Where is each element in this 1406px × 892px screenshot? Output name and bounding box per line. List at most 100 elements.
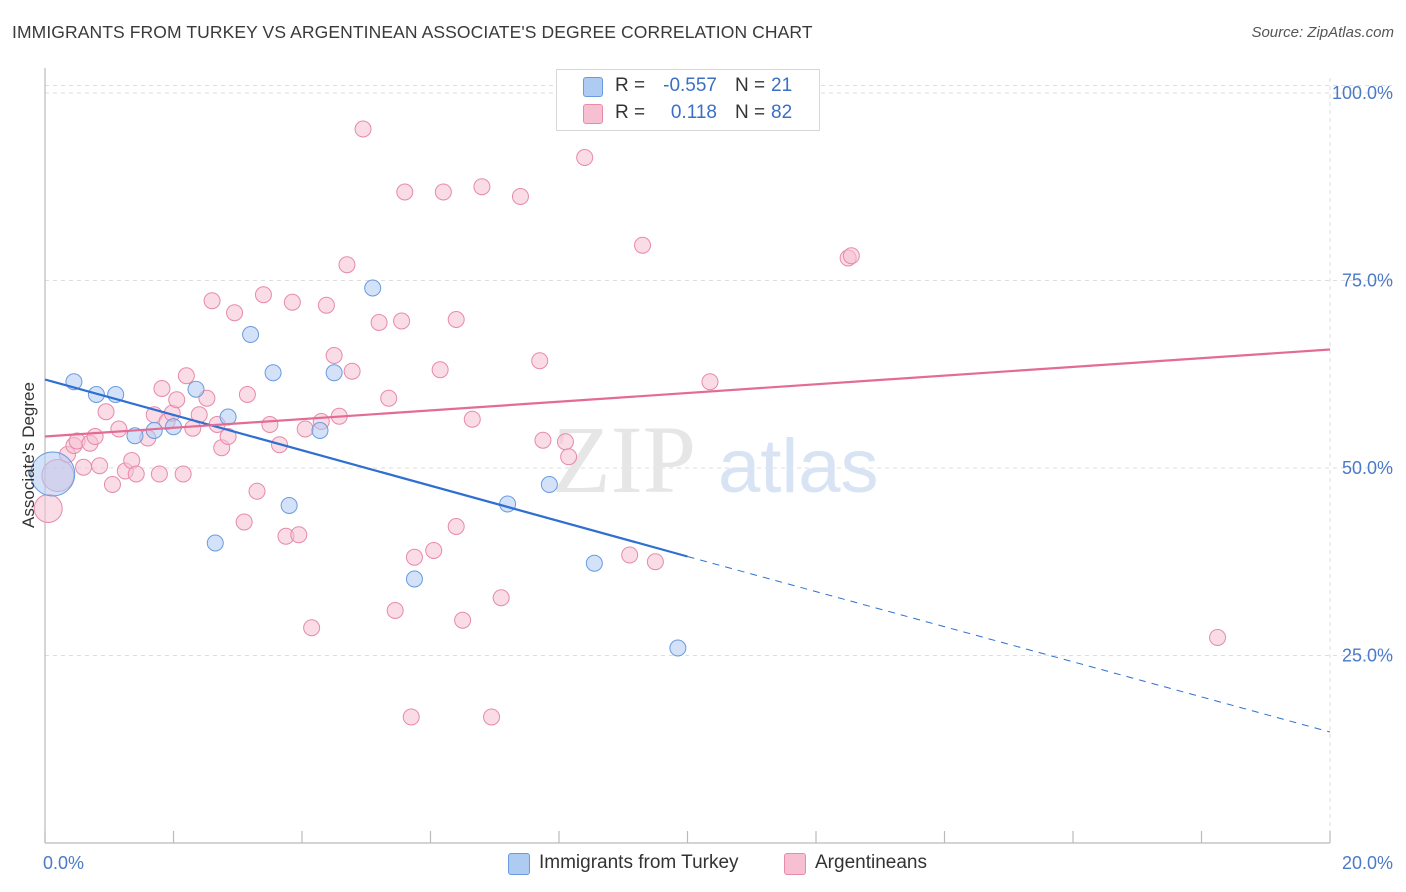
data-point [393,312,411,330]
data-point [219,428,237,445]
data-point [303,619,321,637]
legend-swatch-argentineans [583,104,603,124]
data-point [30,451,76,497]
watermark-atlas: atlas [718,424,879,509]
y-axis-label: Associate's Degree [19,382,38,528]
data-point [540,476,558,493]
tick-labels: 25.0% 50.0% 75.0% 100.0% 0.0% 20.0% [43,83,1393,873]
data-point [405,570,423,588]
trend-line-turkey [44,378,688,558]
data-point [264,364,282,382]
data-point [177,367,195,385]
data-point [701,373,719,391]
data-point [280,497,298,514]
data-point [150,465,168,483]
data-point [402,708,420,726]
data-point [86,428,104,445]
legend-r-value: -0.557 [663,75,717,96]
legend-n-label: N = [735,75,766,96]
data-point [206,534,224,552]
data-point [669,639,687,657]
y-tick-label: 75.0% [1342,271,1393,291]
data-point [127,465,145,483]
data-point [585,554,603,572]
data-point [425,542,443,559]
y-tick-label: 50.0% [1342,458,1393,478]
trend-line-turkey-extension [687,556,1331,733]
legend-row-turkey: R = -0.557 N = 21 [557,74,819,100]
data-point [325,364,343,382]
x-tick-label: 0.0% [43,853,84,873]
data-point [296,420,314,438]
data-point [634,236,652,254]
watermark: ZIP atlas [552,406,879,513]
legend-row-argentineans: R = 0.118 N = 82 [557,101,819,127]
data-point [473,178,491,196]
legend-label-argentineans: Argentineans [815,852,927,873]
data-point [534,431,552,449]
data-point [317,296,335,314]
data-point [325,347,343,364]
series-immigrants-from-turkey [30,279,687,657]
data-point [483,708,501,726]
data-point [174,465,192,483]
data-point [290,526,308,544]
data-point [380,389,398,407]
data-point [33,494,63,523]
data-point [283,293,301,311]
series-legend: Immigrants from Turkey Argentineans [0,850,1406,878]
data-point [338,256,356,274]
data-point [343,362,361,380]
x-tick-label: 20.0% [1342,853,1393,873]
data-point [576,149,594,166]
data-point [261,416,279,433]
legend-swatch-turkey [583,77,603,97]
data-point [405,548,423,566]
trend-lines [44,348,1331,733]
data-point [370,314,388,331]
data-point [447,311,465,328]
data-point [354,120,372,138]
data-point [646,553,664,571]
data-point [463,410,481,428]
data-point [198,389,216,407]
data-point [396,183,414,201]
legend-swatch-turkey [508,853,530,875]
data-point [447,518,465,535]
legend-r-value: 0.118 [670,102,717,123]
data-point [492,589,510,607]
legend-label-turkey: Immigrants from Turkey [539,852,739,873]
data-point [842,247,860,265]
data-point [226,304,244,322]
legend-n-label: N = [735,102,766,123]
data-point [219,408,237,426]
source-credit: Source: ZipAtlas.com [1251,24,1394,41]
series-argentineans [33,120,1227,726]
data-point [454,611,472,629]
data-point [168,391,186,409]
data-point [531,352,549,370]
data-point [153,380,171,397]
data-point [235,513,253,531]
data-point [187,380,205,398]
data-point [556,433,574,451]
data-point [75,458,93,476]
data-point [386,602,404,619]
data-point [1209,629,1227,646]
data-point [91,457,109,475]
legend-n-value: 82 [771,102,793,123]
data-point [238,386,256,403]
trend-line-argentineans [44,348,1331,438]
data-point [434,183,452,201]
y-tick-label: 100.0% [1332,83,1393,103]
data-point [103,476,121,493]
legend-swatch-argentineans [784,853,806,875]
data-point [254,286,272,304]
data-point [311,422,329,439]
stats-legend: R = -0.557 N = 21 R = 0.118 N = 82 [556,69,820,131]
data-point [560,448,578,466]
data-point [621,546,639,564]
legend-n-value: 21 [771,75,793,96]
legend-r-label: R = [615,102,646,123]
